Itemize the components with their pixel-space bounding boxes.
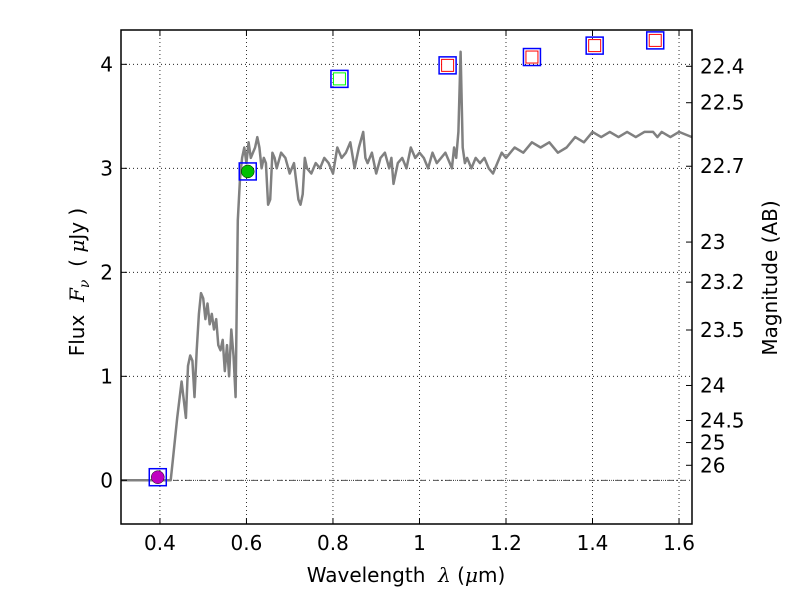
y2-tick-label: 22.7 — [700, 154, 745, 178]
photometry-marker — [151, 470, 165, 484]
y2-tick-label: 24.5 — [700, 408, 745, 432]
y2-tick-label: 23.5 — [700, 318, 745, 342]
photometry-marker — [588, 39, 602, 53]
grid-lines — [121, 30, 692, 524]
y2-tick-label: 23 — [700, 230, 725, 254]
y2-tick-label: 22.5 — [700, 91, 745, 115]
y2-tick-label: 22.4 — [700, 54, 745, 78]
photometry-marker — [240, 164, 255, 179]
photometry-marker — [525, 50, 539, 64]
x-axis-ticks: 0.4 0.6 0.8 1 1.2 1.4 1.6 — [144, 30, 695, 555]
plot-frame — [120, 29, 693, 525]
y2-axis-title: Magnitude (AB) — [758, 200, 782, 355]
y2-tick-label: 24 — [700, 373, 725, 397]
x-tick-label: 1.4 — [577, 531, 609, 555]
photometry-box — [438, 56, 457, 75]
y-axis-ticks: 0 1 2 3 4 — [100, 52, 127, 492]
y2-tick-label: 25 — [700, 431, 725, 455]
x-tick-label: 0.4 — [144, 531, 176, 555]
photometry-marker — [441, 58, 455, 72]
y-tick-label: 0 — [100, 468, 113, 492]
photometry-box — [522, 47, 542, 67]
photometry-point — [645, 31, 665, 50]
photometry-point — [522, 47, 542, 67]
spectrum-series — [121, 50, 693, 482]
photometry-point — [238, 162, 257, 181]
x-tick-label: 0.8 — [317, 531, 349, 555]
x-tick-label: 1 — [413, 531, 426, 555]
photometry-marker — [332, 72, 346, 86]
x-tick-label: 1.2 — [490, 531, 522, 555]
y-tick-label: 1 — [100, 364, 113, 388]
y2-tick-label: 26 — [700, 453, 725, 477]
photometry-point — [330, 69, 349, 89]
photometry-points — [148, 31, 665, 487]
x-tick-label: 0.6 — [231, 531, 263, 555]
photometry-box — [585, 36, 604, 55]
x-tick-label: 1.6 — [663, 531, 695, 555]
y-tick-label: 2 — [100, 260, 113, 284]
spectrum-line — [121, 50, 693, 482]
photometry-point — [148, 467, 168, 487]
y2-tick-label: 23.2 — [700, 270, 745, 294]
photometry-point — [438, 56, 457, 75]
photometry-marker — [648, 33, 662, 47]
y-axis-title: Flux Fν ( μJy ) — [65, 208, 93, 357]
photometry-point — [585, 36, 604, 55]
y-tick-label: 3 — [100, 156, 113, 180]
photometry-box — [238, 162, 257, 181]
photometry-box — [148, 467, 168, 487]
photometry-box — [645, 31, 665, 50]
x-axis-title: Wavelength λ (μm) — [307, 563, 506, 587]
y-tick-label: 4 — [100, 52, 113, 76]
photometry-box — [330, 69, 349, 89]
